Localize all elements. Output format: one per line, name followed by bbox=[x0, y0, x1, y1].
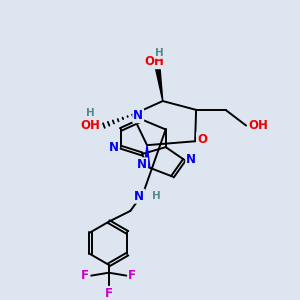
Polygon shape bbox=[144, 145, 150, 167]
Text: F: F bbox=[128, 269, 136, 282]
Polygon shape bbox=[156, 68, 163, 101]
Text: N: N bbox=[109, 141, 119, 154]
Text: O: O bbox=[197, 133, 207, 146]
Text: F: F bbox=[81, 269, 89, 282]
Text: N: N bbox=[133, 109, 143, 122]
Text: N: N bbox=[186, 153, 196, 167]
Text: F: F bbox=[105, 287, 113, 300]
Text: H: H bbox=[86, 108, 94, 118]
Text: OH: OH bbox=[80, 119, 100, 132]
Text: H: H bbox=[152, 191, 160, 201]
Text: N: N bbox=[134, 190, 144, 203]
Text: H: H bbox=[155, 48, 164, 58]
Text: N: N bbox=[137, 158, 147, 171]
Text: OH: OH bbox=[144, 55, 164, 68]
Text: OH: OH bbox=[248, 119, 268, 132]
